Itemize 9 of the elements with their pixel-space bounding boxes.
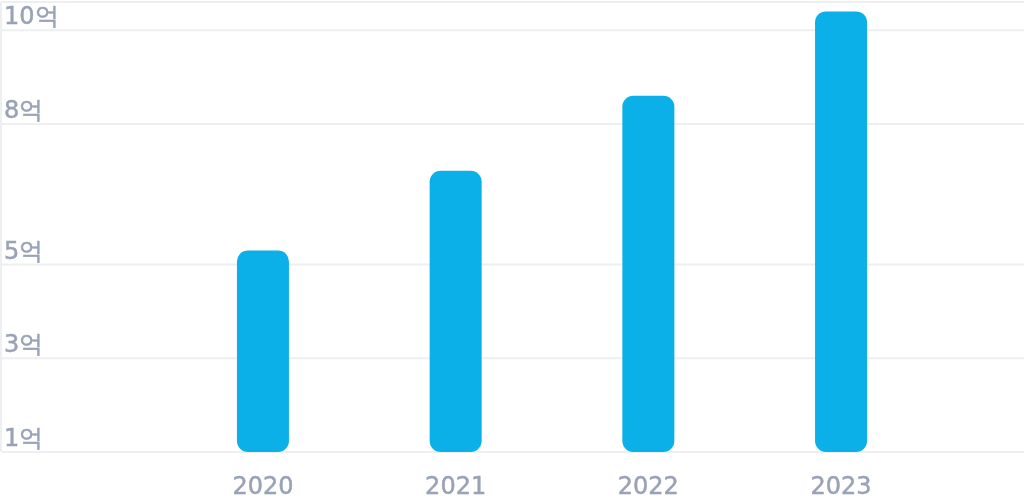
y-tick-label: 3억 xyxy=(4,330,44,359)
y-tick-label: 1억 xyxy=(4,424,44,452)
x-tick-label: 2021 xyxy=(425,472,487,500)
y-tick-label: 10억 xyxy=(4,2,59,31)
y-tick-label: 5억 xyxy=(4,236,44,265)
y-tick-label: 8억 xyxy=(4,95,44,124)
x-tick-label: 2023 xyxy=(810,472,872,500)
x-tick-label: 2022 xyxy=(617,472,679,500)
x-tick-label: 2020 xyxy=(232,472,294,500)
